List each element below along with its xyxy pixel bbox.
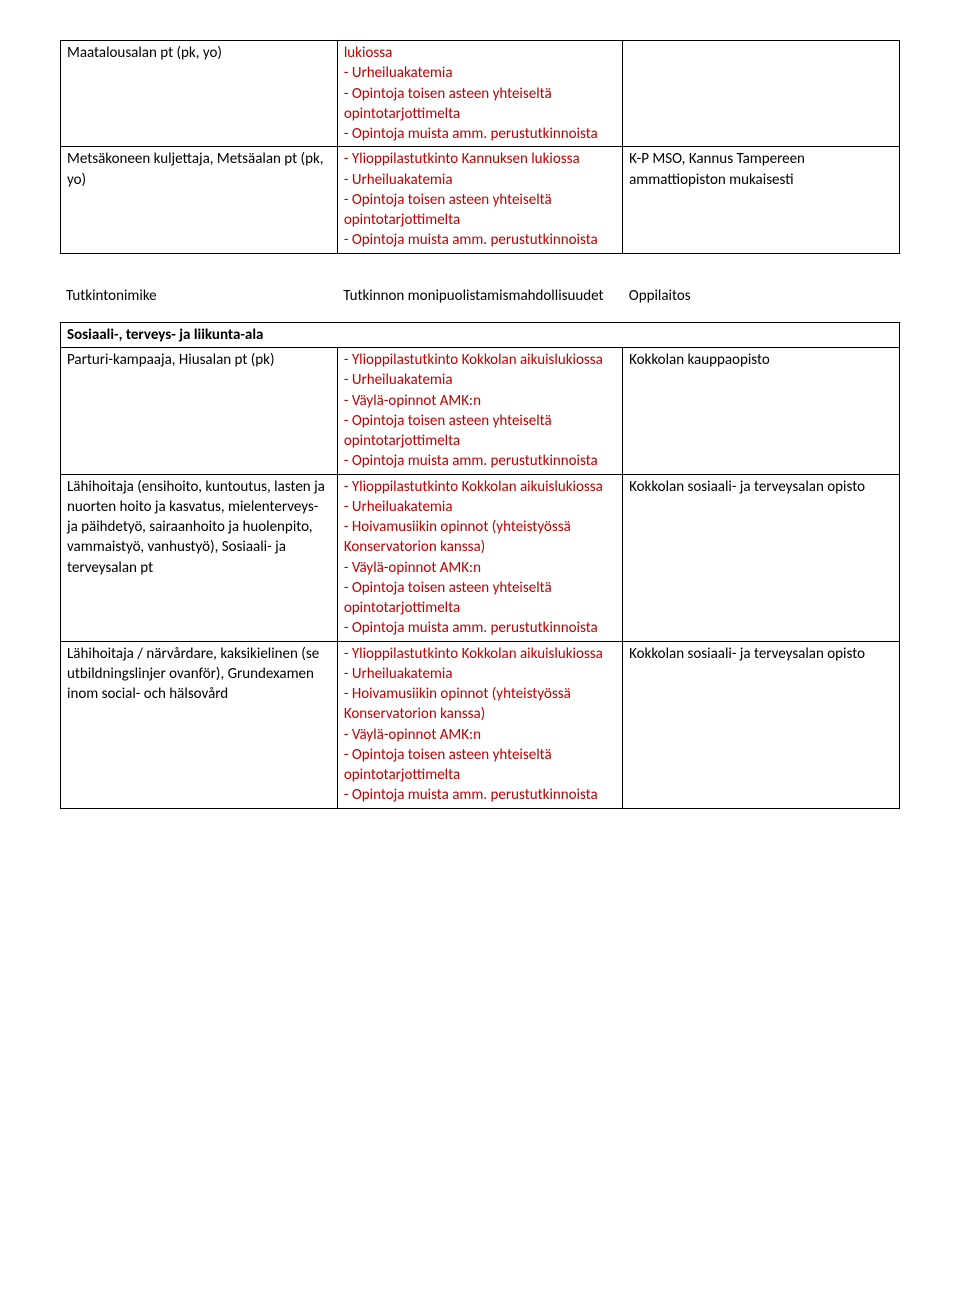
top-table: Maatalousalan pt (pk, yo) lukiossa- Urhe…: [60, 40, 900, 254]
cell-school: Kokkolan kauppaopisto: [623, 348, 900, 475]
cell-school: Kokkolan sosiaali- ja terveysalan opisto: [623, 641, 900, 808]
table-row: Maatalousalan pt (pk, yo) lukiossa- Urhe…: [61, 41, 900, 147]
cell-options: lukiossa- Urheiluakatemia- Opintoja tois…: [337, 41, 622, 147]
cell-degree: Lähihoitaja / närvårdare, kaksikielinen …: [61, 641, 338, 808]
cell-text: Lähihoitaja (ensihoito, kuntoutus, laste…: [67, 478, 325, 577]
table-row: Metsäkoneen kuljettaja, Metsäalan pt (pk…: [61, 147, 900, 253]
header-cell: Tutkinnon monipuolistamismahdollisuudet: [337, 284, 623, 308]
cell-text: Kokkolan kauppaopisto: [629, 351, 770, 369]
cell-school: [623, 41, 900, 147]
cell-options: - Ylioppilastutkinto Kannuksen lukiossa-…: [337, 147, 622, 253]
header-text: Oppilaitos: [629, 287, 691, 305]
cell-school: Kokkolan sosiaali- ja terveysalan opisto: [623, 474, 900, 641]
cell-text: - Ylioppilastutkinto Kannuksen lukiossa-…: [344, 150, 598, 249]
cell-options: - Ylioppilastutkinto Kokkolan aikuisluki…: [337, 641, 622, 808]
cell-text: lukiossa- Urheiluakatemia- Opintoja tois…: [344, 44, 598, 143]
cell-text: Lähihoitaja / närvårdare, kaksikielinen …: [67, 645, 319, 704]
bottom-table: Sosiaali-, terveys- ja liikunta-ala Part…: [60, 322, 900, 809]
cell-text: Kokkolan sosiaali- ja terveysalan opisto: [629, 645, 865, 663]
cell-text: Kokkolan sosiaali- ja terveysalan opisto: [629, 478, 865, 496]
cell-text: Parturi-kampaaja, Hiusalan pt (pk): [67, 351, 275, 369]
cell-degree: Metsäkoneen kuljettaja, Metsäalan pt (pk…: [61, 147, 338, 253]
cell-degree: Parturi-kampaaja, Hiusalan pt (pk): [61, 348, 338, 475]
cell-text: - Ylioppilastutkinto Kokkolan aikuisluki…: [344, 478, 603, 638]
cell-text: Metsäkoneen kuljettaja, Metsäalan pt (pk…: [67, 150, 324, 188]
section-title: Sosiaali-, terveys- ja liikunta-ala: [67, 326, 263, 344]
cell-options: - Ylioppilastutkinto Kokkolan aikuisluki…: [337, 348, 622, 475]
cell-text: Maatalousalan pt (pk, yo): [67, 44, 222, 62]
cell-options: - Ylioppilastutkinto Kokkolan aikuisluki…: [337, 474, 622, 641]
header-row: Tutkintonimike Tutkinnon monipuolistamis…: [60, 284, 900, 308]
header-text: Tutkinnon monipuolistamismahdollisuudet: [343, 287, 603, 305]
table-row: Lähihoitaja (ensihoito, kuntoutus, laste…: [61, 474, 900, 641]
section-cell: Sosiaali-, terveys- ja liikunta-ala: [61, 322, 900, 347]
cell-degree: Maatalousalan pt (pk, yo): [61, 41, 338, 147]
cell-school: K-P MSO, Kannus Tampereen ammattiopiston…: [623, 147, 900, 253]
section-row: Sosiaali-, terveys- ja liikunta-ala: [61, 322, 900, 347]
table-row: Parturi-kampaaja, Hiusalan pt (pk) - Yli…: [61, 348, 900, 475]
table-row: Lähihoitaja / närvårdare, kaksikielinen …: [61, 641, 900, 808]
spacer: [60, 254, 900, 284]
header-cell: Tutkintonimike: [60, 284, 337, 308]
cell-text: K-P MSO, Kannus Tampereen ammattiopiston…: [629, 150, 805, 188]
spacer: [60, 308, 900, 322]
cell-text: - Ylioppilastutkinto Kokkolan aikuisluki…: [344, 351, 603, 470]
cell-degree: Lähihoitaja (ensihoito, kuntoutus, laste…: [61, 474, 338, 641]
header-cell: Oppilaitos: [623, 284, 900, 308]
cell-text: - Ylioppilastutkinto Kokkolan aikuisluki…: [344, 645, 603, 805]
header-table: Tutkintonimike Tutkinnon monipuolistamis…: [60, 284, 900, 308]
header-text: Tutkintonimike: [66, 287, 157, 305]
